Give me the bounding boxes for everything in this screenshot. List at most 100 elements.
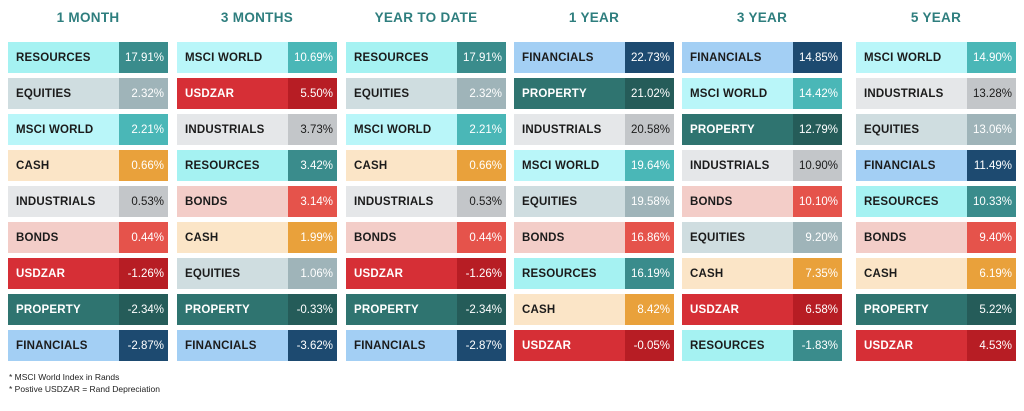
footnotes: * MSCI World Index in Rands * Postive US… — [9, 371, 160, 395]
table-cell: EQUITIES 9.20% — [682, 222, 842, 253]
asset-label: CASH — [185, 231, 219, 244]
return-value: 2.32% — [119, 78, 168, 109]
table-cell: INDUSTRIALS 20.58% — [514, 114, 674, 145]
return-value: 0.44% — [457, 222, 506, 253]
return-value: 3.42% — [288, 150, 337, 181]
asset-label: INDUSTRIALS — [522, 123, 602, 136]
return-value: 4.53% — [967, 330, 1016, 361]
asset-label: FINANCIALS — [522, 51, 594, 64]
return-value: 10.33% — [967, 186, 1016, 217]
return-value: 1.99% — [288, 222, 337, 253]
return-value: 12.79% — [793, 114, 842, 145]
table-cell: EQUITIES 13.06% — [856, 114, 1016, 145]
return-value: -2.34% — [119, 294, 168, 325]
table-cell: PROPERTY 5.22% — [856, 294, 1016, 325]
table-cell: CASH 8.42% — [514, 294, 674, 325]
table-cell: MSCI WORLD 2.21% — [346, 114, 506, 145]
return-value: 14.85% — [793, 42, 842, 73]
asset-label: BONDS — [354, 231, 397, 244]
table-cell: USDZAR 5.50% — [177, 78, 337, 109]
return-value: 13.28% — [967, 78, 1016, 109]
return-value: 21.02% — [625, 78, 674, 109]
asset-label: EQUITIES — [185, 267, 241, 280]
return-value: 9.20% — [793, 222, 842, 253]
asset-label: FINANCIALS — [185, 339, 257, 352]
return-value: 0.53% — [119, 186, 168, 217]
asset-label: USDZAR — [522, 339, 572, 352]
table-cell: PROPERTY -2.34% — [346, 294, 506, 325]
asset-label: MSCI WORLD — [690, 87, 768, 100]
table-cell: INDUSTRIALS 0.53% — [346, 186, 506, 217]
footnote-msci: * MSCI World Index in Rands — [9, 372, 120, 382]
table-cell: MSCI WORLD 2.21% — [8, 114, 168, 145]
asset-label: RESOURCES — [16, 51, 91, 64]
table-cell: FINANCIALS 22.73% — [514, 42, 674, 73]
return-value: 17.91% — [457, 42, 506, 73]
asset-label: USDZAR — [16, 267, 66, 280]
return-value: 6.19% — [967, 258, 1016, 289]
asset-label: PROPERTY — [690, 123, 755, 136]
table-cell: CASH 1.99% — [177, 222, 337, 253]
asset-label: MSCI WORLD — [185, 51, 263, 64]
column-header-1: 3 MONTHS — [220, 10, 294, 25]
asset-label: INDUSTRIALS — [864, 87, 944, 100]
asset-label: BONDS — [185, 195, 228, 208]
asset-label: RESOURCES — [864, 195, 939, 208]
table-cell: USDZAR 6.58% — [682, 294, 842, 325]
asset-label: USDZAR — [354, 267, 404, 280]
return-value: 22.73% — [625, 42, 674, 73]
table-cell: FINANCIALS -2.87% — [346, 330, 506, 361]
return-value: 19.58% — [625, 186, 674, 217]
asset-label: INDUSTRIALS — [16, 195, 96, 208]
asset-label: CASH — [690, 267, 724, 280]
table-cell: BONDS 9.40% — [856, 222, 1016, 253]
table-cell: CASH 7.35% — [682, 258, 842, 289]
return-value: 19.64% — [625, 150, 674, 181]
asset-label: CASH — [16, 159, 50, 172]
return-value: -2.34% — [457, 294, 506, 325]
asset-label: BONDS — [864, 231, 907, 244]
asset-label: BONDS — [522, 231, 565, 244]
asset-label: USDZAR — [690, 303, 740, 316]
table-cell: RESOURCES 10.33% — [856, 186, 1016, 217]
asset-label: PROPERTY — [185, 303, 250, 316]
asset-label: INDUSTRIALS — [354, 195, 434, 208]
return-value: 1.06% — [288, 258, 337, 289]
column-header-3: 1 YEAR — [568, 10, 620, 25]
table-cell: BONDS 10.10% — [682, 186, 842, 217]
return-value: 10.10% — [793, 186, 842, 217]
asset-label: RESOURCES — [354, 51, 429, 64]
table-cell: BONDS 0.44% — [8, 222, 168, 253]
column-header-5: 5 YEAR — [910, 10, 962, 25]
asset-label: USDZAR — [185, 87, 235, 100]
asset-label: MSCI WORLD — [864, 51, 942, 64]
asset-label: RESOURCES — [522, 267, 597, 280]
return-value: 5.50% — [288, 78, 337, 109]
table-cell: FINANCIALS 14.85% — [682, 42, 842, 73]
asset-label: INDUSTRIALS — [185, 123, 265, 136]
asset-label: RESOURCES — [690, 339, 765, 352]
table-cell: CASH 6.19% — [856, 258, 1016, 289]
table-cell: INDUSTRIALS 3.73% — [177, 114, 337, 145]
return-value: 0.66% — [119, 150, 168, 181]
asset-label: CASH — [864, 267, 898, 280]
asset-label: FINANCIALS — [16, 339, 88, 352]
asset-label: FINANCIALS — [690, 51, 762, 64]
return-value: -1.83% — [793, 330, 842, 361]
return-value: -1.26% — [457, 258, 506, 289]
column-header-4: 3 YEAR — [736, 10, 788, 25]
return-value: 20.58% — [625, 114, 674, 145]
asset-label: EQUITIES — [522, 195, 578, 208]
asset-label: MSCI WORLD — [16, 123, 94, 136]
return-value: 13.06% — [967, 114, 1016, 145]
table-cell: RESOURCES -1.83% — [682, 330, 842, 361]
return-value: 14.42% — [793, 78, 842, 109]
asset-label: PROPERTY — [522, 87, 587, 100]
asset-label: PROPERTY — [864, 303, 929, 316]
table-cell: PROPERTY 21.02% — [514, 78, 674, 109]
return-value: 9.40% — [967, 222, 1016, 253]
table-cell: USDZAR 4.53% — [856, 330, 1016, 361]
table-cell: MSCI WORLD 14.42% — [682, 78, 842, 109]
asset-label: PROPERTY — [16, 303, 81, 316]
return-value: 11.49% — [967, 150, 1016, 181]
